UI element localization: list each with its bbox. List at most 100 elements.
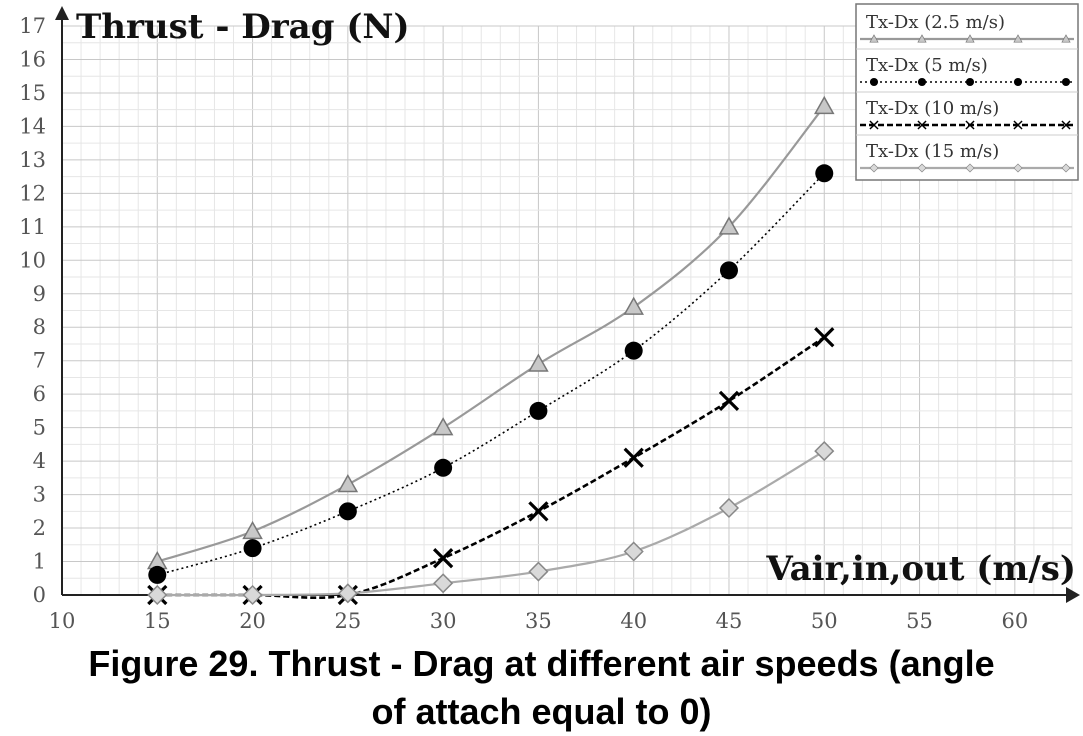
series-4: [147, 441, 835, 606]
marker-circle: [815, 164, 834, 183]
y-tick-label: 9: [33, 282, 46, 306]
marker-diamond: [917, 163, 927, 173]
y-axis-label: Thrust - Drag (N): [76, 7, 410, 47]
marker-diamond: [814, 441, 835, 462]
marker-circle: [148, 565, 167, 584]
y-tick-label: 15: [19, 81, 46, 105]
y-tick-label: 17: [19, 14, 46, 38]
legend-label: Tx-Dx (10 m/s): [866, 98, 999, 119]
series-group: [147, 95, 835, 606]
marker-cross: [433, 548, 454, 569]
marker-circle: [1013, 77, 1023, 87]
legend: Tx-Dx (2.5 m/s) Tx-Dx (5 m/s) Tx-Dx (10 m/…: [855, 3, 1079, 181]
y-tick-label: 7: [33, 349, 46, 373]
marker-triangle: [718, 216, 740, 235]
marker-cross: [528, 501, 549, 522]
legend-label: Tx-Dx (2.5 m/s): [866, 12, 1005, 33]
marker-cross: [1013, 120, 1023, 130]
x-tick-label: 55: [906, 609, 933, 633]
marker-triangle: [432, 417, 454, 436]
marker-circle: [719, 261, 738, 280]
y-tick-label: 13: [19, 148, 46, 172]
y-tick-label: 16: [19, 47, 46, 71]
y-tick-label: 12: [19, 181, 46, 205]
marker-circle: [965, 77, 975, 87]
series-line: [157, 450, 825, 597]
chart: 10 15 20 25 30 35 40 45 50 55 60012345678910111213…: [19, 3, 1080, 633]
marker-diamond: [1013, 163, 1023, 173]
x-tick-label: 30: [430, 609, 457, 633]
marker-diamond: [1061, 163, 1071, 173]
x-axis-arrow: [1066, 587, 1080, 603]
x-tick-label: 20: [239, 609, 266, 633]
marker-cross: [1061, 120, 1071, 130]
x-axis-label: Vair,in,out (m/s): [765, 549, 1076, 589]
y-tick-label: 11: [19, 215, 46, 239]
marker-diamond: [718, 497, 740, 519]
marker-cross: [623, 447, 644, 468]
y-tick-label: 3: [33, 483, 46, 507]
marker-circle: [1061, 77, 1071, 87]
marker-diamond: [965, 163, 975, 173]
x-tick-label: 10: [49, 609, 76, 633]
grid: [61, 25, 1073, 596]
legend-item: Tx-Dx (10 m/s): [856, 98, 1078, 136]
marker-diamond: [869, 163, 879, 173]
legend-label: Tx-Dx (15 m/s): [866, 141, 999, 162]
y-tick-label: 6: [33, 382, 46, 406]
tick-labels: 10 15 20 25 30 35 40 45 50 55 60012345678910111213…: [19, 14, 1028, 633]
marker-circle: [434, 458, 453, 477]
legend-label: Tx-Dx (5 m/s): [866, 55, 988, 76]
y-tick-label: 0: [33, 583, 46, 607]
marker-triangle: [242, 520, 263, 540]
y-tick-label: 1: [33, 550, 46, 574]
marker-circle: [243, 539, 262, 558]
series-2: [148, 164, 834, 584]
marker-diamond: [147, 584, 168, 606]
marker-circle: [529, 401, 548, 420]
legend-item: Tx-Dx (15 m/s): [860, 141, 1074, 173]
caption-line-2: of attach equal to 0): [371, 691, 712, 732]
y-tick-label: 5: [33, 416, 46, 440]
y-tick-label: 4: [33, 449, 46, 473]
marker-cross: [869, 120, 879, 130]
x-tick-label: 45: [716, 609, 743, 633]
marker-diamond: [337, 583, 358, 604]
x-tick-label: 35: [525, 609, 552, 633]
marker-cross: [718, 390, 740, 412]
series-3: [147, 327, 835, 606]
marker-triangle: [623, 296, 644, 315]
marker-diamond: [242, 584, 263, 606]
y-axis-arrow: [55, 6, 69, 20]
series-line: [157, 336, 825, 600]
x-tick-label: 50: [811, 609, 838, 633]
marker-triangle: [337, 474, 359, 493]
marker-circle: [869, 77, 879, 87]
marker-diamond: [528, 561, 549, 582]
marker-diamond: [433, 573, 454, 594]
marker-triangle: [1013, 34, 1023, 43]
y-tick-label: 10: [19, 248, 46, 272]
marker-triangle: [965, 34, 975, 43]
marker-cross: [965, 120, 975, 130]
y-tick-label: 14: [19, 114, 46, 138]
figure-caption: Figure 29. Thrust - Drag at different ai…: [0, 640, 1083, 736]
marker-triangle: [1061, 34, 1071, 43]
marker-cross: [814, 327, 835, 348]
marker-triangle: [869, 34, 879, 43]
marker-triangle: [917, 34, 927, 43]
marker-circle: [624, 341, 643, 360]
marker-circle: [338, 502, 357, 521]
caption-line-1: Figure 29. Thrust - Drag at different ai…: [88, 643, 995, 684]
series-1: [147, 95, 835, 570]
marker-triangle: [528, 353, 549, 372]
series-line: [156, 105, 826, 563]
marker-circle: [917, 77, 927, 87]
x-tick-label: 40: [620, 609, 647, 633]
marker-triangle: [813, 95, 835, 115]
x-tick-label: 25: [334, 609, 361, 633]
x-tick-label: 60: [1001, 609, 1028, 633]
marker-cross: [917, 120, 927, 130]
x-tick-label: 15: [144, 609, 171, 633]
y-tick-label: 2: [33, 516, 46, 540]
